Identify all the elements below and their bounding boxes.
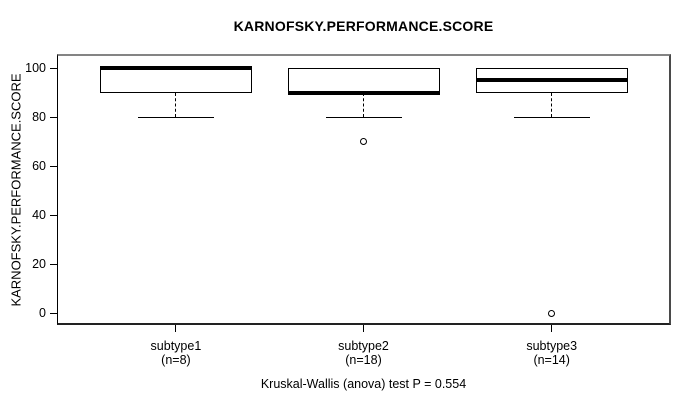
- median-line: [475, 78, 628, 83]
- y-tick: [50, 214, 57, 216]
- y-tick-label: 20: [32, 257, 46, 271]
- group-sublabel: (n=18): [345, 353, 382, 367]
- group-sublabel: (n=8): [161, 353, 191, 367]
- y-tick-label: 60: [32, 159, 46, 173]
- y-tick-label: 80: [32, 110, 46, 124]
- x-tick: [175, 325, 177, 332]
- box: [287, 68, 440, 93]
- y-tick: [50, 263, 57, 265]
- whisker-cap: [137, 116, 214, 118]
- outlier-point: [548, 309, 556, 317]
- x-tick: [551, 325, 553, 332]
- whisker-cap: [325, 116, 402, 118]
- group-label: subtype2: [338, 339, 389, 353]
- y-tick: [50, 312, 57, 314]
- group-label: subtype1: [150, 339, 202, 353]
- y-tick: [50, 116, 57, 118]
- whisker-cap: [513, 116, 590, 118]
- y-tick-label: 0: [39, 306, 46, 320]
- median-line: [99, 66, 252, 70]
- group-label: subtype3: [526, 339, 578, 353]
- whisker-line: [362, 92, 364, 117]
- outlier-point: [360, 138, 367, 145]
- y-tick-label: 40: [32, 208, 46, 222]
- box: [99, 68, 252, 93]
- whisker-line: [174, 92, 176, 117]
- y-tick: [50, 67, 57, 69]
- whisker-line: [550, 92, 552, 117]
- median-line: [287, 90, 440, 95]
- caption: Kruskal-Wallis (anova) test P = 0.554: [260, 377, 467, 391]
- plot-area: 0 20 40 60 80 100 subtype1 (n=8) subtype2 (n=18) s…: [25, 54, 671, 367]
- y-tick: [50, 165, 57, 167]
- group-sublabel: (n=14): [533, 353, 570, 367]
- chart-title: KARNOFSKY.PERFORMANCE.SCORE: [233, 18, 494, 34]
- y-tick-label: 100: [25, 61, 46, 75]
- x-tick: [363, 325, 364, 332]
